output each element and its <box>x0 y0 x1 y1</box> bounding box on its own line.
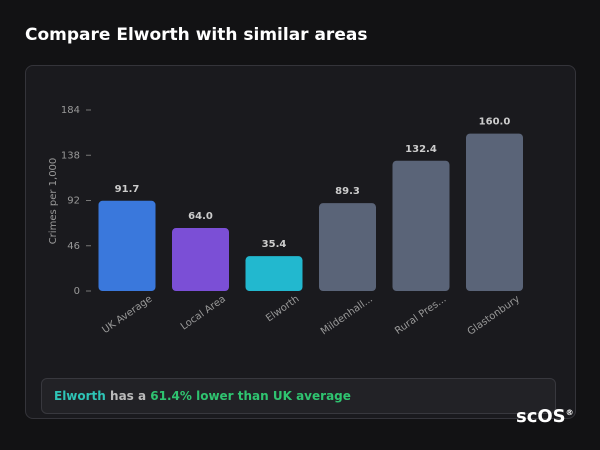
value-label: 89.3 <box>335 186 360 197</box>
summary-subject: Elworth <box>54 389 106 403</box>
bar <box>392 160 450 291</box>
x-tick-label: Rural Pres... <box>393 294 448 337</box>
value-label: 35.4 <box>262 239 287 250</box>
x-tick-label: Glastonbury <box>466 294 522 338</box>
logo: scOS® <box>516 406 574 427</box>
bar <box>172 228 229 291</box>
y-tick-label: 0 <box>74 286 80 297</box>
summary-highlight: 61.4% lower than UK average <box>150 389 351 403</box>
value-label: 132.4 <box>405 144 437 155</box>
value-label: 64.0 <box>188 211 213 222</box>
y-tick-label: 46 <box>67 241 80 252</box>
x-tick-label: Elworth <box>264 294 301 325</box>
x-tick-label: Local Area <box>179 294 228 333</box>
x-tick-label: Mildenhall... <box>319 294 375 338</box>
x-tick-label: UK Average <box>100 294 154 336</box>
value-label: 91.7 <box>115 184 140 195</box>
logo-mark: ® <box>565 408 574 417</box>
logo-text: scOS <box>516 406 566 427</box>
bar <box>245 256 303 291</box>
y-axis-label: Crimes per 1,000 <box>48 158 59 245</box>
bar <box>466 133 523 291</box>
y-tick-label: 92 <box>67 196 80 207</box>
summary-banner: Elworth has a 61.4% lower than UK averag… <box>41 378 556 414</box>
bar <box>98 200 156 291</box>
bar <box>319 203 376 291</box>
page-title: Compare Elworth with similar areas <box>25 25 368 45</box>
summary-text: has a <box>110 389 147 403</box>
value-label: 160.0 <box>479 117 511 128</box>
y-tick-label: 184 <box>61 105 80 116</box>
y-tick-label: 138 <box>61 150 80 161</box>
